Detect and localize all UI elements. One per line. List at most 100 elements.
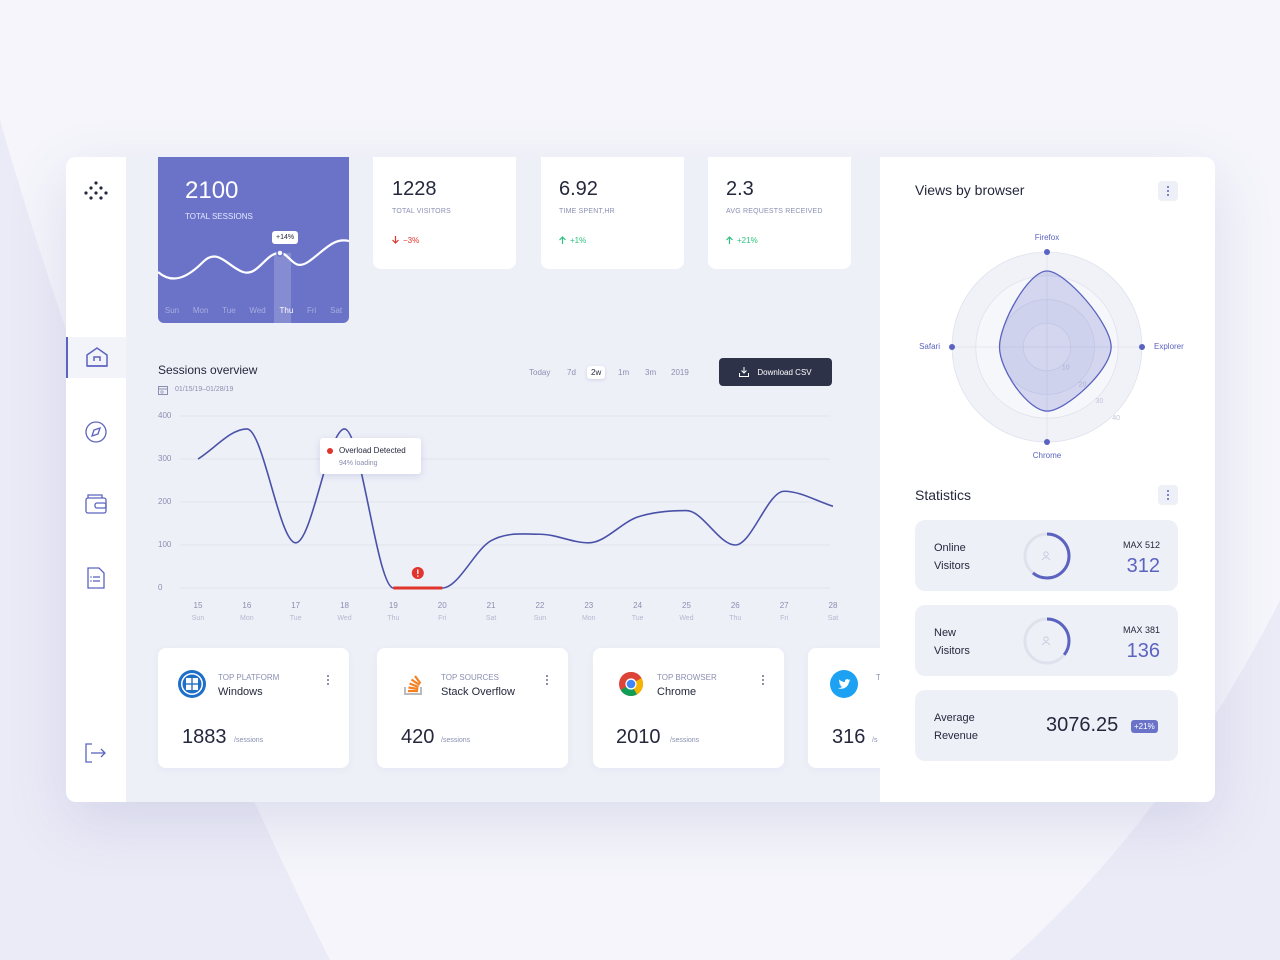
card-name: Chrome [657, 686, 697, 698]
card-value: 420 [401, 726, 435, 748]
summary-change: +1% [559, 236, 586, 245]
card-label: TOP SOURCES [441, 673, 499, 682]
card-unit: /s [872, 737, 878, 744]
stat-label: Average Revenue [934, 712, 979, 742]
stat-value: 312 [1126, 555, 1160, 577]
sessions-badge: +14% [272, 231, 299, 244]
stat-card: Average Revenue 3076.25 +21% [915, 690, 1178, 761]
summary-value: 1228 [392, 178, 437, 200]
card-label: TOP BROWSER [657, 673, 717, 682]
background-shape [1010, 600, 1280, 960]
stackoverflow-icon [404, 675, 422, 695]
nav-home[interactable] [66, 337, 126, 378]
summary-card: 1228 TOTAL VISITORS −3% [373, 157, 516, 269]
tooltip-dot [327, 448, 333, 454]
day-highlight [274, 253, 291, 323]
summary-value: 6.92 [559, 178, 598, 200]
top-card[interactable]: TOP PLATFORM Windows 1883 /sessions [158, 648, 349, 768]
panel-menu[interactable] [1158, 181, 1178, 201]
card-label: T [876, 673, 880, 682]
top-card[interactable]: TOP SOURCES Stack Overflow 420 /sessions [377, 648, 568, 768]
stat-badge: +21% [1131, 720, 1158, 733]
windows-icon [178, 670, 206, 698]
chart-subtitle: 01/15/19–01/28/19 [175, 386, 234, 393]
nav-explore[interactable] [84, 420, 108, 444]
radar-title: Views by browser [915, 182, 1025, 198]
summary-card: 6.92 TIME SPENT,HR +1% [541, 157, 684, 269]
range-option[interactable]: 2019 [671, 368, 689, 377]
card-unit: /sessions [670, 737, 700, 744]
card-value: 316 [832, 726, 866, 748]
change-text: −3% [403, 236, 420, 245]
card-name: Windows [218, 686, 263, 698]
nav-logout[interactable] [84, 742, 108, 764]
statistics-title: Statistics [915, 487, 972, 503]
stat-value: 3076.25 [1046, 714, 1119, 736]
stat-card: New Visitors MAX 381 136 [915, 605, 1178, 676]
change-text: +1% [570, 236, 587, 245]
change-text: +21% [737, 236, 758, 245]
nav-documents[interactable] [86, 566, 106, 590]
sessions-wave [158, 239, 349, 323]
nav-wallet[interactable] [84, 493, 108, 515]
card-value: 2010 [616, 726, 661, 748]
stat-max: MAX 381 [1122, 625, 1160, 635]
logo[interactable] [84, 180, 108, 202]
card-value: 1883 [182, 726, 227, 748]
card-menu[interactable] [546, 675, 548, 687]
tooltip-title: Overload Detected [339, 446, 406, 455]
day-label: Wed [249, 306, 266, 315]
card-menu[interactable] [327, 675, 329, 687]
range-option[interactable]: Today [529, 368, 551, 377]
stat-card: Online Visitors MAX 512 312 [915, 520, 1178, 591]
summary-change: +21% [726, 236, 758, 245]
summary-card: 2.3 AVG REQUESTS RECEIVED +21% [708, 157, 851, 269]
day-label: Fri [307, 306, 317, 315]
card-unit: /sessions [234, 737, 264, 744]
button-label: Download CSV [757, 367, 812, 377]
summary-label: TIME SPENT,HR [559, 208, 615, 215]
day-label: Sun [164, 306, 180, 315]
summary-label: TOTAL VISITORS [392, 208, 451, 215]
download-icon [739, 367, 750, 377]
tooltip-text: 94% loading [339, 460, 378, 467]
calendar-icon [158, 386, 168, 395]
card-label: TOP PLATFORM [218, 673, 280, 682]
stat-value: 136 [1126, 640, 1160, 662]
range-option[interactable]: 1m [618, 368, 630, 377]
twitter-icon [830, 670, 858, 698]
trend-arrow [392, 236, 399, 244]
top-card[interactable]: TOP BROWSER Chrome 2010 /sessions [593, 648, 784, 768]
stat-label: Online Visitors [934, 542, 970, 572]
chart-title: Sessions overview [158, 363, 258, 377]
download-button[interactable]: Download CSV [719, 358, 832, 386]
trend-arrow [559, 236, 566, 244]
summary-label: AVG REQUESTS RECEIVED [726, 208, 823, 215]
summary-value: 2.3 [726, 178, 754, 200]
card-unit: /sessions [441, 737, 471, 744]
wave-line [158, 239, 349, 280]
day-label: Tue [222, 306, 236, 315]
stat-max: MAX 512 [1122, 540, 1160, 550]
day-label: Thu [279, 306, 294, 315]
card-menu[interactable] [762, 675, 764, 687]
panel-menu[interactable] [1158, 485, 1178, 505]
day-label: Sat [330, 306, 343, 315]
stat-label: New Visitors [934, 627, 970, 657]
sessions-card: 2100 TOTAL SESSIONS +14% Sun Mon Tue Wed… [158, 157, 349, 323]
range-option[interactable]: 3m [645, 368, 657, 377]
range-option[interactable]: 2w [587, 366, 606, 379]
range-option[interactable]: 7d [567, 368, 576, 377]
wave-point [276, 249, 284, 257]
home-icon [86, 347, 108, 367]
trend-arrow [726, 236, 733, 244]
content-area: TOP PLATFORM Windows 1883 /sessions TOP … [126, 157, 880, 802]
day-label: Mon [192, 306, 209, 315]
top-card[interactable]: T 316 /s [808, 648, 880, 768]
card-name: Stack Overflow [441, 686, 515, 698]
sidebar [66, 157, 126, 802]
overload-tooltip: Overload Detected 94% loading [320, 438, 421, 474]
sessions-label: TOTAL SESSIONS [185, 212, 253, 221]
summary-change: −3% [392, 236, 419, 245]
